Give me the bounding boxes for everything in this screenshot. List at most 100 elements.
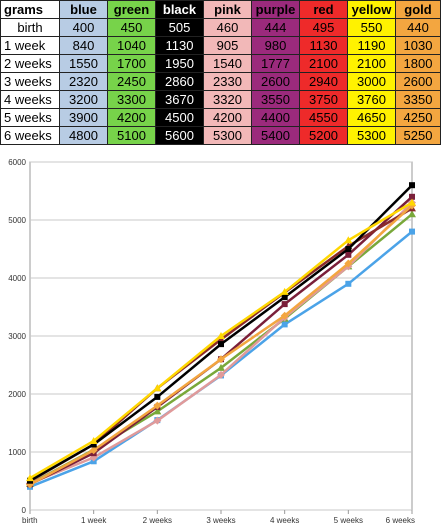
table-cell: 1540 <box>203 54 252 73</box>
data-point <box>90 441 97 448</box>
table-cell: 444 <box>251 18 300 37</box>
x-tick-label: 4 weeks <box>270 516 299 525</box>
table-cell: 5300 <box>347 126 396 145</box>
table-cell: 1130 <box>155 36 204 55</box>
data-point <box>280 311 289 320</box>
table-header-row: grams blue green black pink purple red yellow go… <box>0 0 441 19</box>
row-label: 4 weeks <box>0 90 60 109</box>
table-cell: 2600 <box>395 72 441 91</box>
data-point <box>89 446 98 455</box>
data-point <box>280 287 289 295</box>
data-table: grams blue green black pink purple red yellow go… <box>0 0 441 145</box>
table-cell: 550 <box>347 18 396 37</box>
data-point <box>217 332 225 339</box>
table-cell: 4500 <box>155 108 204 127</box>
data-point <box>153 416 162 425</box>
table-cell: 2940 <box>299 72 348 91</box>
table-cell: 980 <box>251 36 300 55</box>
x-tick-label: 1 week <box>81 516 107 525</box>
table-row: 2 weeks 1550 1700 1950 1540 1777 2100 2100 1800 <box>0 54 441 73</box>
data-point <box>345 280 352 287</box>
table-cell: 3320 <box>203 90 252 109</box>
table-body: birth 400 450 505 460 444 495 550 440 1 week 840 10… <box>0 18 441 145</box>
data-point <box>281 321 288 328</box>
data-point <box>344 259 353 268</box>
table-cell: 1040 <box>107 36 156 55</box>
table-cell: 3550 <box>251 90 300 109</box>
data-point <box>89 436 98 444</box>
row-label: 5 weeks <box>0 108 60 127</box>
table-cell: 4400 <box>251 108 300 127</box>
table-cell: 840 <box>59 36 108 55</box>
table-cell: 3000 <box>347 72 396 91</box>
table-row: 1 week 840 1040 1130 905 980 1130 1190 1030 <box>0 36 441 55</box>
table-row: 5 weeks 3900 4200 4500 4200 4400 4550 4650 4250 <box>0 108 441 127</box>
row-label: 6 weeks <box>0 126 60 145</box>
table-cell: 1777 <box>251 54 300 73</box>
y-tick-label: 1000 <box>8 448 26 457</box>
table-cell: 4250 <box>395 108 441 127</box>
table-cell: 3350 <box>395 90 441 109</box>
table-cell: 5300 <box>203 126 252 145</box>
data-point <box>153 401 162 410</box>
data-point <box>153 407 162 415</box>
column-header-black: black <box>155 0 204 19</box>
table-cell: 400 <box>59 18 108 37</box>
column-header-green: green <box>107 0 156 19</box>
data-point <box>409 228 415 235</box>
data-point <box>408 198 416 206</box>
table-cell: 2100 <box>299 54 348 73</box>
table-cell: 440 <box>395 18 441 37</box>
table-cell: 1130 <box>299 36 348 55</box>
table-corner-header: grams <box>0 0 60 19</box>
y-tick-label: 4000 <box>8 274 26 283</box>
table-cell: 450 <box>107 18 156 37</box>
data-point <box>154 393 161 400</box>
table-cell: 4800 <box>59 126 108 145</box>
y-tick-label: 6000 <box>8 158 26 167</box>
table-cell: 2320 <box>59 72 108 91</box>
table-cell: 5400 <box>251 126 300 145</box>
table-cell: 1190 <box>347 36 396 55</box>
x-tick-label: 6 weeks <box>386 516 415 525</box>
row-label: birth <box>0 18 60 37</box>
table-cell: 3670 <box>155 90 204 109</box>
table-row: 4 weeks 3200 3300 3670 3320 3550 3750 3760 3350 <box>0 90 441 109</box>
row-label: 1 week <box>0 36 60 55</box>
table-cell: 1700 <box>107 54 156 73</box>
table-cell: 4650 <box>347 108 396 127</box>
data-point <box>345 246 352 252</box>
x-tick-label: 2 weeks <box>143 516 172 525</box>
chart-x-axis: birth 1 week 2 weeks 3 weeks 4 weeks 5 weeks 6… <box>22 510 415 525</box>
data-point <box>409 182 415 189</box>
data-point <box>408 210 416 218</box>
table-cell: 4200 <box>203 108 252 127</box>
y-tick-label: 5000 <box>8 216 26 225</box>
x-tick-label: 3 weeks <box>206 516 235 525</box>
table-row: birth 400 450 505 460 444 495 550 440 <box>0 18 441 37</box>
table-cell: 5250 <box>395 126 441 145</box>
table-cell: 5600 <box>155 126 204 145</box>
data-point <box>217 363 225 371</box>
table-cell: 4200 <box>107 108 156 127</box>
table-cell: 1800 <box>395 54 441 73</box>
y-tick-label: 0 <box>22 506 27 515</box>
data-point <box>153 384 162 392</box>
table-cell: 2330 <box>203 72 252 91</box>
data-point <box>281 294 288 301</box>
table-cell: 5100 <box>107 126 156 145</box>
table-cell: 3760 <box>347 90 396 109</box>
data-point <box>409 193 415 200</box>
table-cell: 505 <box>155 18 204 37</box>
column-header-red: red <box>299 0 348 19</box>
row-label: 3 weeks <box>0 72 60 91</box>
table-cell: 905 <box>203 36 252 55</box>
table-cell: 5200 <box>299 126 348 145</box>
table-cell: 2860 <box>155 72 204 91</box>
data-point <box>344 236 353 244</box>
data-point <box>217 355 225 364</box>
row-label: 2 weeks <box>0 54 60 73</box>
column-header-purple: purple <box>251 0 300 19</box>
table-cell: 460 <box>203 18 252 37</box>
table-cell: 3900 <box>59 108 108 127</box>
